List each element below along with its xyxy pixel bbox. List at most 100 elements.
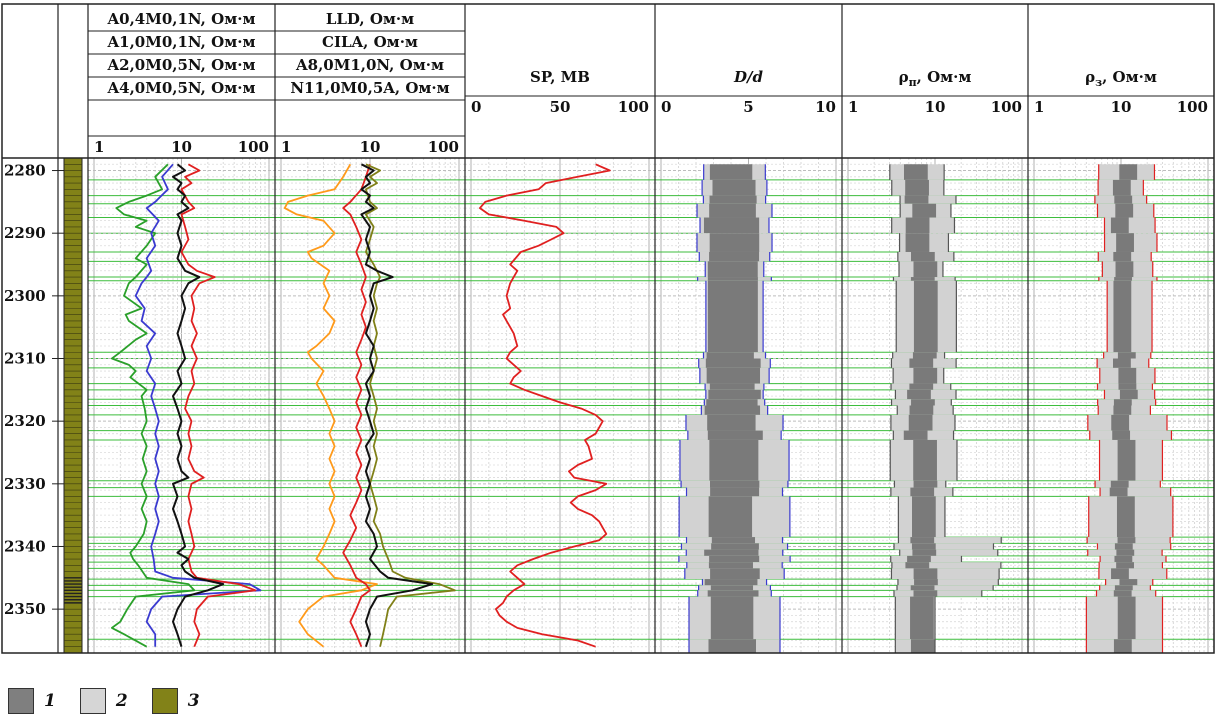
block-inner-rho_p: [911, 496, 936, 538]
curve-bkz-2: [180, 163, 257, 648]
block-inner-rho_p: [913, 280, 938, 353]
tick-label-bkz: 10: [171, 138, 192, 156]
block-inner-rho_p: [913, 480, 938, 488]
block-inner-d_ratio: [704, 579, 758, 586]
track-header-label-induction: A8,0M1,0N, Ом·м: [295, 56, 444, 74]
curve-bkz-3: [172, 163, 225, 648]
curve-induction-2: [365, 163, 456, 647]
block-inner-rho_z: [1111, 414, 1130, 431]
track-header-label-rho_p: ρп, Ом·м: [899, 68, 972, 89]
block-inner-d_ratio: [710, 596, 754, 640]
legend-label-2: 2: [115, 691, 128, 711]
block-inner-rho_p: [911, 543, 936, 550]
track-header-label-induction: N11,0M0,5A, Ом·м: [290, 79, 449, 97]
tick-label-induction: 100: [428, 138, 459, 156]
block-inner-d_ratio: [706, 399, 758, 406]
block-inner-rho_p: [911, 251, 935, 262]
legend-label-3: 3: [187, 691, 200, 711]
block-inner-d_ratio: [710, 487, 760, 497]
block-inner-rho_p: [910, 596, 934, 640]
block-inner-rho_z: [1117, 537, 1136, 544]
block-inner-rho_p: [905, 562, 930, 569]
block-inner-rho_z: [1112, 430, 1131, 440]
block-inner-rho_z: [1113, 590, 1132, 597]
block-inner-rho_p: [905, 179, 929, 196]
block-outer-rho_p: [899, 549, 998, 556]
block-inner-rho_z: [1114, 195, 1133, 204]
block-inner-rho_p: [909, 383, 934, 390]
depth-label: 2290: [4, 224, 46, 242]
block-inner-d_ratio: [706, 367, 761, 384]
tick-label-d_ratio: 5: [743, 98, 753, 116]
block-outer-rho_z: [1097, 543, 1171, 550]
lithology-column: [63, 157, 83, 654]
block-inner-rho_z: [1119, 579, 1138, 586]
block-inner-rho_z: [1119, 389, 1138, 400]
block-inner-rho_z: [1110, 480, 1129, 488]
depth-label: 2310: [4, 350, 46, 368]
block-inner-rho_p: [910, 639, 935, 653]
block-inner-d_ratio: [710, 585, 754, 591]
block-inner-d_ratio: [707, 261, 758, 278]
tick-label-bkz: 1: [94, 138, 104, 156]
tick-label-rho_p: 1: [848, 98, 858, 116]
curve-induction-1: [342, 164, 371, 648]
track-header-label-bkz: A1,0M0,1N, Ом·м: [107, 33, 256, 51]
block-inner-d_ratio: [704, 549, 759, 556]
block-inner-rho_z: [1113, 280, 1132, 353]
track-header-label-sp: SP, МВ: [530, 68, 590, 86]
curve-induction-3: [360, 163, 434, 648]
rho-subscript: з: [1095, 76, 1102, 89]
legend-item-3: 3: [151, 688, 200, 714]
block-outer-rho_p: [891, 562, 1001, 569]
block-inner-d_ratio: [708, 562, 753, 569]
rho-symbol: ρ: [1085, 68, 1095, 86]
track-header-label-bkz: A4,0M0,5N, Ом·м: [107, 79, 256, 97]
rho-unit: , Ом·м: [1102, 68, 1157, 86]
block-inner-rho_z: [1110, 217, 1129, 234]
tick-label-rho_z: 10: [1111, 98, 1132, 116]
block-inner-rho_p: [909, 405, 934, 415]
legend: 1 2 3: [8, 684, 224, 718]
block-inner-rho_z: [1117, 596, 1136, 640]
block-outer-rho_z: [1089, 430, 1172, 440]
figure-frame: [1, 3, 1215, 654]
legend-swatch-1: [8, 688, 34, 714]
block-inner-rho_p: [907, 389, 931, 400]
block-inner-d_ratio: [712, 179, 756, 196]
legend-item-1: 1: [8, 688, 56, 714]
block-inner-rho_z: [1113, 251, 1132, 262]
block-inner-rho_z: [1118, 383, 1137, 390]
block-inner-rho_p: [913, 367, 938, 384]
depth-label: 2300: [4, 287, 46, 305]
block-outer-rho_p: [893, 590, 982, 597]
legend-swatch-3: [151, 688, 178, 714]
tick-label-sp: 50: [550, 98, 571, 116]
block-inner-rho_z: [1118, 367, 1137, 384]
track-header-label-bkz: A0,4M0,1N, Ом·м: [107, 10, 256, 28]
rho-symbol: ρ: [899, 68, 909, 86]
block-outer-rho_p: [894, 543, 994, 550]
block-inner-rho_z: [1115, 203, 1134, 218]
block-inner-rho_p: [905, 217, 930, 234]
block-inner-rho_p: [913, 590, 938, 597]
block-inner-d_ratio: [709, 203, 756, 218]
block-inner-d_ratio: [708, 496, 753, 538]
curve-bkz-0: [111, 163, 196, 648]
tick-label-bkz: 100: [238, 138, 269, 156]
block-inner-rho_p: [903, 164, 928, 180]
tick-label-induction: 1: [281, 138, 291, 156]
block-inner-rho_z: [1116, 549, 1135, 556]
block-inner-d_ratio: [709, 251, 760, 262]
track-header-label-bkz: A2,0M0,5N, Ом·м: [107, 56, 256, 74]
block-inner-rho_p: [911, 399, 935, 406]
block-inner-d_ratio: [711, 537, 756, 544]
curve-bkz-1: [134, 163, 262, 647]
depth-label: 2320: [4, 412, 46, 430]
block-inner-rho_p: [905, 233, 930, 252]
block-inner-rho_p: [912, 203, 937, 218]
block-inner-rho_z: [1116, 562, 1134, 569]
legend-item-2: 2: [79, 688, 128, 714]
block-inner-d_ratio: [708, 389, 761, 400]
track-header-label-induction: LLD, Ом·м: [326, 10, 414, 28]
